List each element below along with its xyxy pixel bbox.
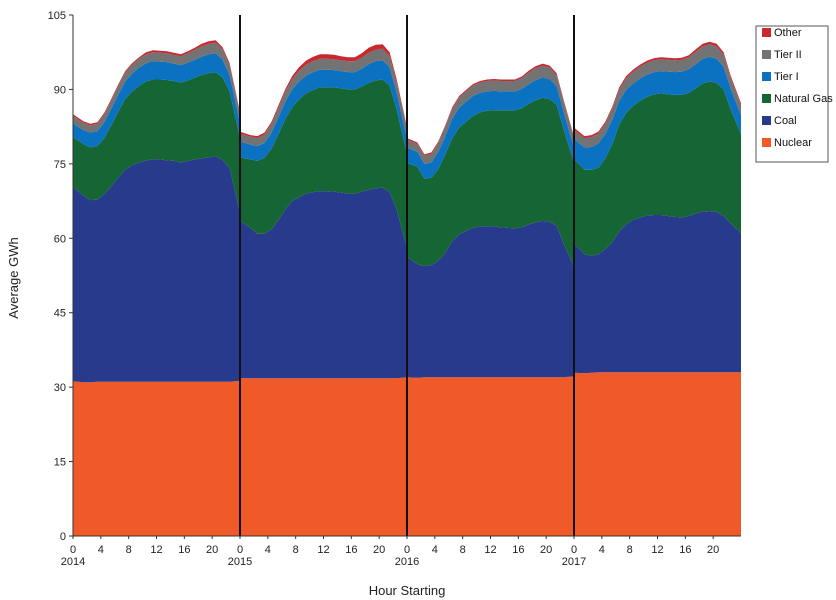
x-axis-title: Hour Starting [369, 583, 446, 598]
y-tick-label: 0 [60, 531, 66, 543]
y-tick-label: 60 [54, 233, 66, 245]
area-nuclear-2016 [407, 376, 574, 536]
x-tick-label: 8 [126, 544, 132, 556]
y-tick-label: 75 [54, 159, 66, 171]
x-tick-label: 0 [237, 544, 243, 556]
x-tick-label: 4 [265, 544, 271, 556]
panel-2017 [574, 41, 741, 536]
y-tick-label: 105 [48, 10, 66, 22]
y-tick-label: 30 [54, 382, 66, 394]
area-natural-gas-2014 [73, 72, 240, 212]
area-tier-i-2015 [240, 60, 407, 161]
y-tick-label: 45 [54, 308, 66, 320]
x-tick-label: 8 [460, 544, 466, 556]
x-tick-label: 20 [206, 544, 218, 556]
area-tier-ii-2017 [574, 44, 741, 148]
x-tick-label: 20 [373, 544, 385, 556]
legend-swatch-other [762, 28, 771, 37]
x-tick-label: 0 [571, 544, 577, 556]
legend-label-tier-i: Tier I [774, 71, 799, 83]
x-tick-label: 4 [98, 544, 104, 556]
x-tick-label: 12 [484, 544, 496, 556]
y-tick-label: 90 [54, 84, 66, 96]
legend-label-other: Other [774, 27, 802, 39]
legend-swatch-nuclear [762, 138, 771, 147]
x-tick-label: 12 [651, 544, 663, 556]
x-tick-label: 0 [70, 544, 76, 556]
x-tick-label: 4 [599, 544, 605, 556]
legend: Other Tier II Tier I Natural Gas Coal Nuclear [755, 25, 833, 163]
area-nuclear-2017 [574, 372, 741, 536]
x-tick-label: 16 [512, 544, 524, 556]
year-label-2015: 2015 [228, 556, 252, 568]
area-nuclear-2015 [240, 377, 407, 536]
year-label-2016: 2016 [395, 556, 419, 568]
legend-swatch-natural-gas [762, 94, 771, 103]
legend-swatch-tier-i [762, 72, 771, 81]
area-coal-2016 [407, 220, 574, 378]
legend-label-coal: Coal [774, 115, 797, 127]
legend-label-tier-ii: Tier II [774, 49, 802, 61]
panel-2016 [407, 63, 574, 536]
x-tick-label: 20 [540, 544, 552, 556]
x-tick-label: 16 [178, 544, 190, 556]
legend-swatch-coal [762, 116, 771, 125]
area-coal-2014 [73, 156, 240, 383]
area-nuclear-2014 [73, 380, 240, 536]
year-label-2017: 2017 [562, 556, 586, 568]
panel-2014 [73, 40, 240, 536]
x-tick-label: 16 [679, 544, 691, 556]
x-tick-label: 8 [293, 544, 299, 556]
area-natural-gas-2015 [240, 79, 407, 249]
x-tick-label: 0 [404, 544, 410, 556]
area-tier-ii-2015 [240, 48, 407, 147]
area-coal-2015 [240, 187, 407, 379]
year-dividers [239, 15, 575, 536]
y-axis-title: Average GWh [6, 237, 21, 318]
y-tick-label: 15 [54, 457, 66, 469]
x-tick-label: 4 [432, 544, 438, 556]
x-tick-label: 12 [150, 544, 162, 556]
plot-area [73, 40, 741, 536]
panel-2015 [240, 44, 407, 536]
x-tick-label: 8 [627, 544, 633, 556]
area-natural-gas-2017 [574, 81, 741, 256]
legend-swatch-tier-ii [762, 50, 771, 59]
area-coal-2017 [574, 211, 741, 374]
x-tick-label: 16 [345, 544, 357, 556]
legend-label-natural-gas: Natural Gas [774, 93, 833, 105]
area-tier-i-2014 [73, 53, 240, 148]
area-tier-i-2016 [407, 77, 574, 179]
area-tier-i-2017 [574, 56, 741, 170]
area-tier-ii-2016 [407, 65, 574, 164]
year-label-2014: 2014 [61, 556, 85, 568]
area-tier-ii-2014 [73, 42, 240, 133]
area-natural-gas-2016 [407, 97, 574, 268]
x-tick-label: 20 [707, 544, 719, 556]
x-tick-label: 12 [317, 544, 329, 556]
legend-label-nuclear: Nuclear [774, 137, 812, 149]
